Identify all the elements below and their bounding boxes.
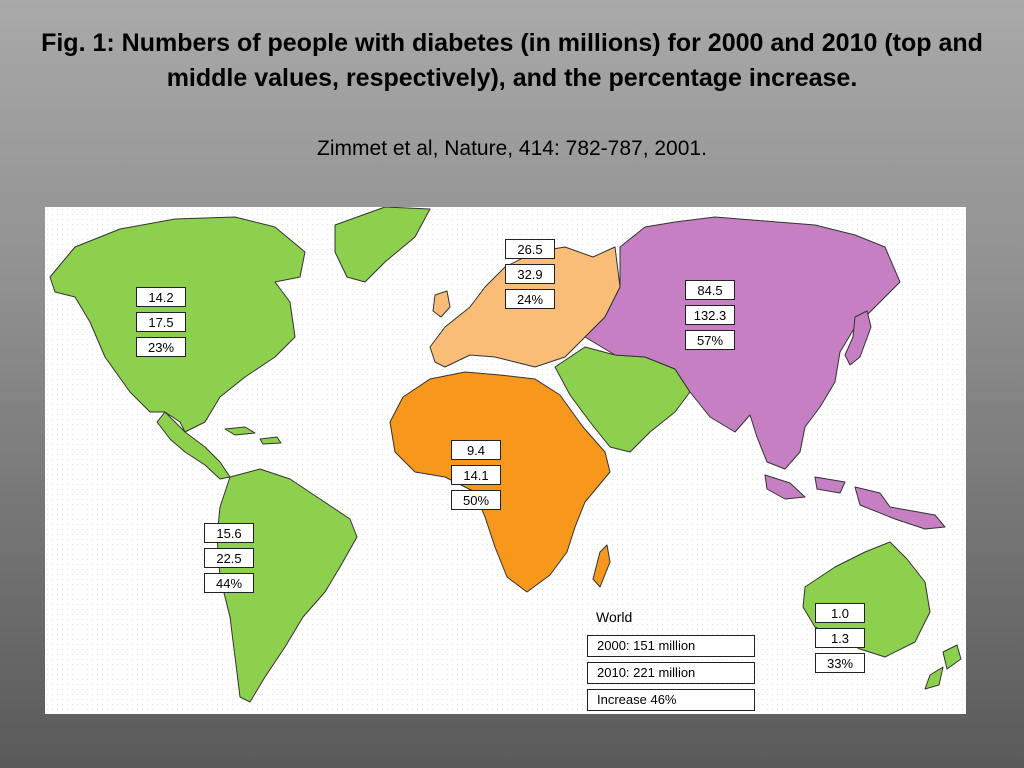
north-america-increase: 23% xyxy=(136,337,186,357)
north-america-2000-value: 14.2 xyxy=(136,287,186,307)
greenland-shape xyxy=(334,207,431,283)
europe-increase: 24% xyxy=(505,289,555,309)
central-america-shape xyxy=(156,411,231,480)
world-label: World xyxy=(596,609,633,625)
world-2000-value: 2000: 151 million xyxy=(587,635,755,657)
asia-2000-value: 84.5 xyxy=(685,280,735,300)
world-2010-value: 2010: 221 million xyxy=(587,662,755,684)
asia-2010-value: 132.3 xyxy=(685,305,735,325)
madagascar-shape xyxy=(592,544,611,588)
caribbean-shape xyxy=(224,426,282,445)
australia-increase: 33% xyxy=(815,653,865,673)
asia-increase: 57% xyxy=(685,330,735,350)
south-america-increase: 44% xyxy=(204,573,254,593)
africa-2010-value: 14.1 xyxy=(451,465,501,485)
citation: Zimmet et al, Nature, 414: 782-787, 2001… xyxy=(317,137,707,160)
map-svg xyxy=(49,207,962,703)
europe-2000-value: 26.5 xyxy=(505,239,555,259)
europe-2010-value: 32.9 xyxy=(505,264,555,284)
australia-2010-value: 1.3 xyxy=(815,628,865,648)
north-america-2010-value: 17.5 xyxy=(136,312,186,332)
british-isles-shape xyxy=(432,290,451,318)
australia-2000-value: 1.0 xyxy=(815,603,865,623)
africa-increase: 50% xyxy=(451,490,501,510)
japan-shape xyxy=(844,310,872,366)
asia-shape xyxy=(584,216,901,470)
new-zealand-shape xyxy=(924,644,962,690)
south-america-2010-value: 22.5 xyxy=(204,548,254,568)
world-increase: Increase 46% xyxy=(587,689,755,711)
south-america-2000-value: 15.6 xyxy=(204,523,254,543)
slide-title: Fig. 1: Numbers of people with diabetes … xyxy=(41,29,983,92)
africa-2000-value: 9.4 xyxy=(451,440,501,460)
indonesia-shape xyxy=(764,474,946,530)
world-map: 14.2 17.5 23% 26.5 32.9 24% 84.5 132.3 5… xyxy=(45,207,966,714)
